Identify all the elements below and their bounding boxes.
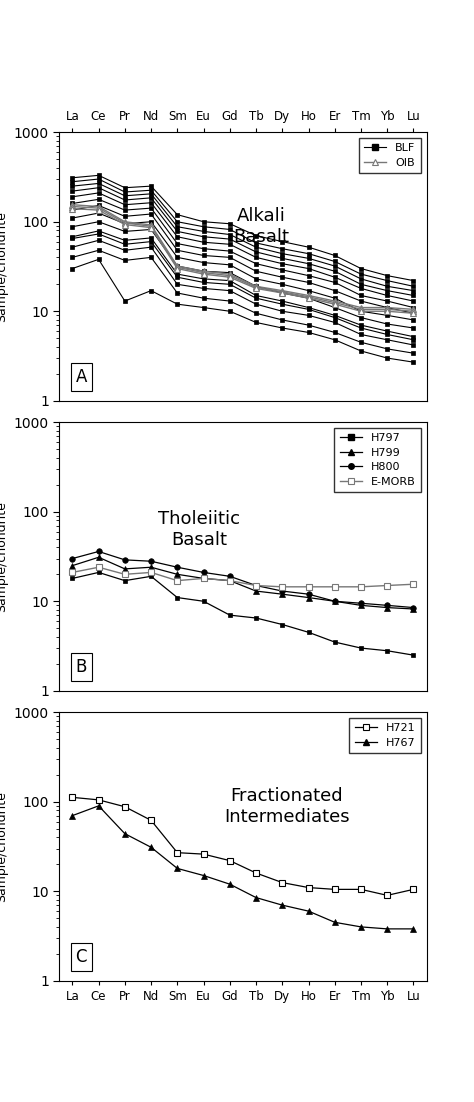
Text: B: B [76,658,87,676]
Legend: BLF, OIB: BLF, OIB [358,138,421,173]
Y-axis label: Sample/chondrite: Sample/chondrite [0,501,8,612]
Text: Fractionated
Intermediates: Fractionated Intermediates [224,787,350,825]
Text: Tholeiitic
Basalt: Tholeiitic Basalt [158,510,240,549]
Legend: H797, H799, H800, E-MORB: H797, H799, H800, E-MORB [334,428,421,493]
Text: C: C [75,948,87,965]
Y-axis label: Sample/chondrite: Sample/chondrite [0,791,8,901]
Text: Alkali
Basalt: Alkali Basalt [233,207,289,246]
Y-axis label: Sample/chondrite: Sample/chondrite [0,212,8,322]
Legend: H721, H767: H721, H767 [349,717,421,754]
Text: A: A [76,368,87,386]
